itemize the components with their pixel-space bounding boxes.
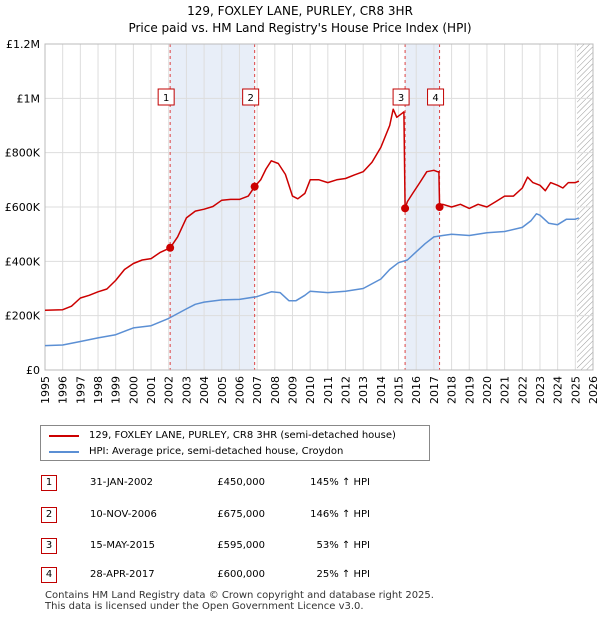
x-tick-label: 2009 xyxy=(286,376,299,404)
chart-title: 129, FOXLEY LANE, PURLEY, CR8 3HR xyxy=(187,4,413,18)
transaction-hpi: 53% ↑ HPI xyxy=(316,540,370,551)
transaction-date: 15-MAY-2015 xyxy=(90,540,156,551)
x-tick-label: 1997 xyxy=(74,376,87,404)
chart-subtitle: Price paid vs. HM Land Registry's House … xyxy=(128,21,472,35)
x-tick-label: 2022 xyxy=(516,376,529,404)
x-tick-label: 2013 xyxy=(357,376,370,404)
transaction-badge: 1 xyxy=(41,475,57,491)
x-tick-label: 2008 xyxy=(269,376,282,404)
x-tick-label: 1995 xyxy=(39,376,52,404)
y-tick-label: £800K xyxy=(5,147,41,160)
transaction-price: £600,000 xyxy=(217,569,265,580)
x-tick-label: 2020 xyxy=(481,376,494,404)
footer-licence: This data is licensed under the Open Gov… xyxy=(45,601,364,612)
transaction-date: 28-APR-2017 xyxy=(90,569,155,580)
y-tick-label: £600K xyxy=(5,201,41,214)
sale-label-number: 1 xyxy=(163,93,169,104)
x-tick-label: 2016 xyxy=(410,376,423,404)
price-chart: 1 2 3 4 £0 £200K £400K £600K £800K £1M £1.2M 1995 19… xyxy=(5,38,600,404)
transaction-price: £595,000 xyxy=(217,540,265,551)
transaction-date: 10-NOV-2006 xyxy=(90,509,157,520)
x-tick-label: 2005 xyxy=(216,376,229,404)
x-tick-label: 2019 xyxy=(463,376,476,404)
y-tick-label: £1.2M xyxy=(6,38,40,51)
x-tick-label: 2015 xyxy=(393,376,406,404)
x-tick-label: 2007 xyxy=(251,376,264,404)
sale-point xyxy=(166,243,175,252)
transaction-hpi: 25% ↑ HPI xyxy=(316,569,370,580)
sale-label-number: 2 xyxy=(247,93,253,104)
transaction-badge: 4 xyxy=(41,567,57,583)
sale-point xyxy=(250,182,259,191)
y-tick-label: £200K xyxy=(5,310,41,323)
x-tick-label: 2023 xyxy=(534,376,547,404)
sale-label-number: 4 xyxy=(432,93,438,104)
x-tick-label: 2014 xyxy=(375,376,388,404)
plot-border xyxy=(44,43,594,371)
legend: 129, FOXLEY LANE, PURLEY, CR8 3HR (semi-… xyxy=(40,425,430,461)
transaction-hpi: 146% ↑ HPI xyxy=(310,509,370,520)
legend-item-property: 129, FOXLEY LANE, PURLEY, CR8 3HR (semi-… xyxy=(49,428,396,444)
x-tick-label: 2012 xyxy=(340,376,353,404)
x-tick-label: 2024 xyxy=(552,376,565,404)
y-tick-label: £1M xyxy=(17,92,41,105)
sale-label-box xyxy=(242,88,260,106)
sale-label-box xyxy=(427,88,445,106)
footer-copyright: Contains HM Land Registry data © Crown c… xyxy=(45,590,434,601)
sale-label-number: 3 xyxy=(398,93,404,104)
x-tick-label: 1999 xyxy=(110,376,123,404)
x-tick-label: 2003 xyxy=(180,376,193,404)
transaction-price: £450,000 xyxy=(217,477,265,488)
legend-hpi-label: HPI: Average price, semi-detached house,… xyxy=(89,446,344,457)
sale-label-box xyxy=(157,88,175,106)
y-tick-label: £400K xyxy=(5,255,41,268)
property-price-line xyxy=(44,108,580,311)
property-line-swatch xyxy=(49,435,79,437)
x-tick-label: 2002 xyxy=(163,376,176,404)
x-tick-label: 2010 xyxy=(304,376,317,404)
x-tick-label: 2025 xyxy=(569,376,582,404)
sale-point xyxy=(435,203,444,211)
x-tick-label: 2026 xyxy=(587,376,600,404)
x-tick-label: 2006 xyxy=(233,376,246,404)
x-tick-label: 2018 xyxy=(446,376,459,404)
x-tick-label: 2011 xyxy=(322,376,335,404)
y-tick-label: £0 xyxy=(26,364,40,377)
x-tick-label: 2001 xyxy=(145,376,158,404)
x-tick-label: 1996 xyxy=(57,376,70,404)
sale-point xyxy=(401,204,410,213)
transaction-badge: 3 xyxy=(41,538,57,554)
x-tick-label: 1998 xyxy=(92,376,105,404)
legend-property-label: 129, FOXLEY LANE, PURLEY, CR8 3HR (semi-… xyxy=(89,430,396,441)
x-tick-label: 2021 xyxy=(499,376,512,404)
hpi-line-swatch xyxy=(49,451,79,453)
x-tick-label: 2017 xyxy=(428,376,441,404)
transaction-price: £675,000 xyxy=(217,509,265,520)
transaction-date: 31-JAN-2002 xyxy=(90,477,154,488)
hpi-line xyxy=(44,213,580,347)
transaction-hpi: 145% ↑ HPI xyxy=(310,477,370,488)
transaction-badge: 2 xyxy=(41,507,57,523)
legend-item-hpi: HPI: Average price, semi-detached house,… xyxy=(49,444,343,460)
x-tick-label: 2000 xyxy=(127,376,140,404)
x-tick-label: 2004 xyxy=(198,376,211,404)
sale-label-box xyxy=(392,88,410,106)
